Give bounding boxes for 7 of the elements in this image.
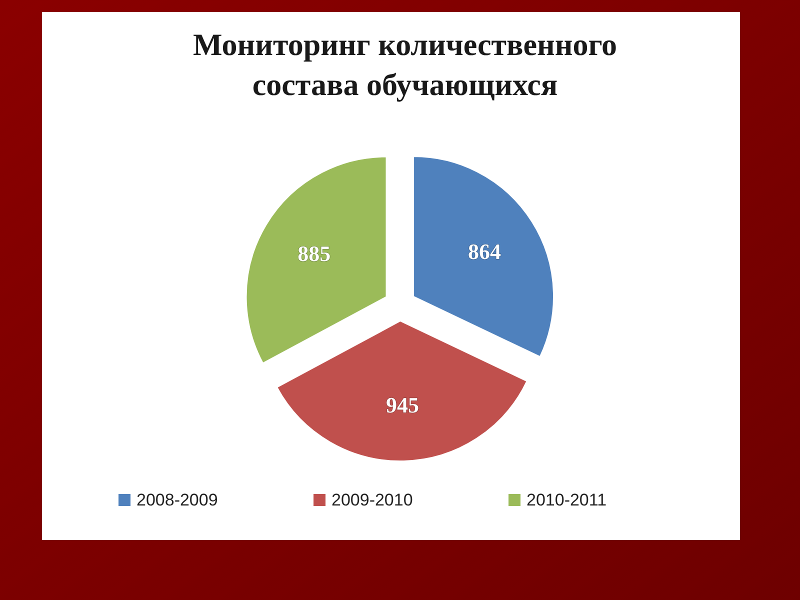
legend-label: 2008-2009 xyxy=(136,490,218,510)
data-label: 945 xyxy=(386,392,419,418)
chart-title: Мониторинг количественного состава обучающихся xyxy=(192,27,618,102)
legend-label: 2010-2011 xyxy=(526,490,607,510)
data-label: 885 xyxy=(298,241,331,266)
data-label: 864 xyxy=(468,239,502,264)
legend-label: 2009-2010 xyxy=(332,490,413,510)
